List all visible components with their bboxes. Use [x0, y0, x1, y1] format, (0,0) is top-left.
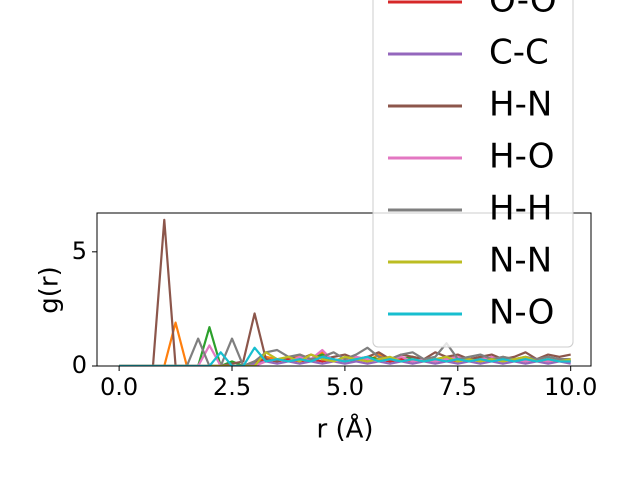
- y-tick-label: 5: [72, 237, 87, 265]
- y-tick-label: 0: [72, 351, 87, 379]
- x-tick-label: 10.0: [544, 373, 597, 401]
- plot-area: [119, 218, 571, 366]
- axes-frame: [96, 212, 592, 367]
- series-line: [119, 346, 571, 366]
- x-axis-label: r (Å): [316, 413, 373, 445]
- series-line: [119, 360, 571, 366]
- legend-label: O-O: [489, 0, 557, 21]
- legend-box: [372, 0, 574, 348]
- x-tick-label: 5.0: [326, 373, 364, 401]
- legend-label: H-O: [489, 137, 555, 177]
- x-tick-label: 7.5: [439, 373, 477, 401]
- legend-label: N-O: [489, 293, 554, 333]
- legend-label: H-N: [489, 85, 552, 125]
- x-tick-label: 2.5: [213, 373, 251, 401]
- legend: O-O C-C H-N H-O H-H N-N N-O: [372, 0, 574, 348]
- series-line: [119, 337, 571, 366]
- x-tick-label: 0.0: [100, 373, 138, 401]
- legend-label: N-N: [489, 241, 552, 281]
- y-axis-label: g(r): [35, 266, 65, 313]
- legend-label: H-H: [489, 189, 552, 229]
- series-line: [119, 218, 571, 366]
- legend-label: C-C: [489, 33, 549, 73]
